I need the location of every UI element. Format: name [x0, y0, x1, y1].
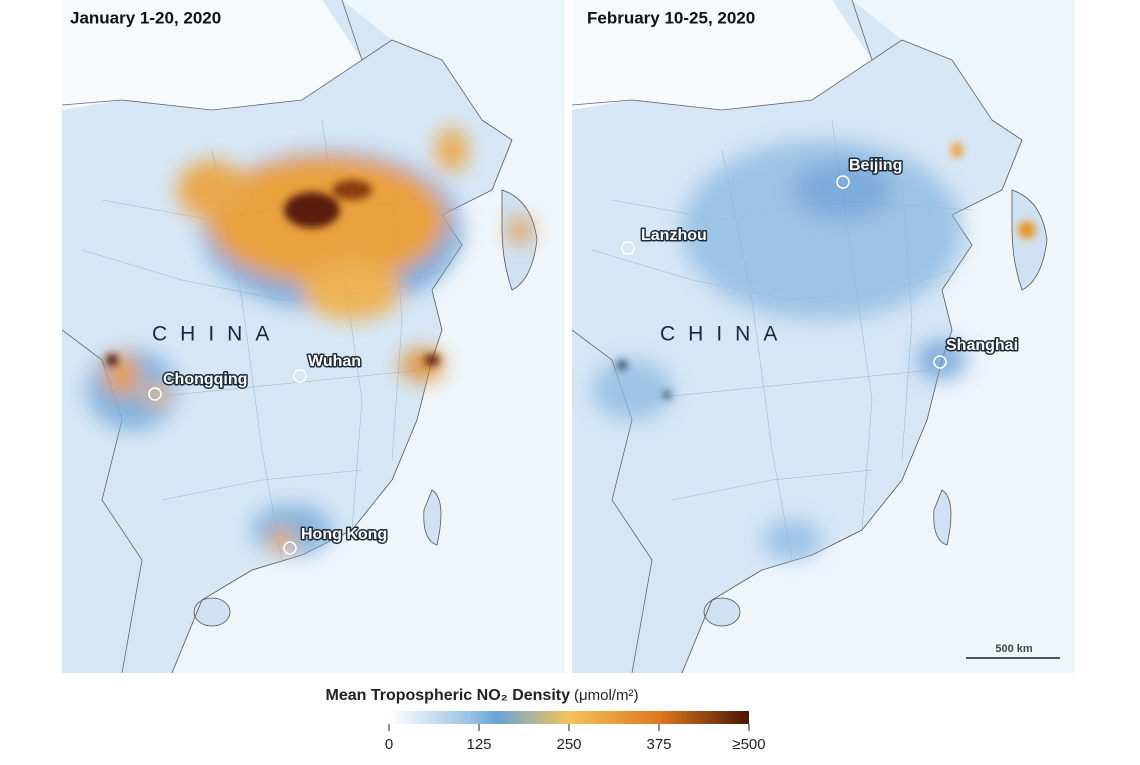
- colorbar-tick-label: 0: [385, 736, 393, 753]
- city-label: Chongqing: [163, 371, 247, 388]
- colorbar-tick-label: 375: [646, 736, 671, 753]
- city-label: Beijing: [849, 157, 902, 174]
- panel-title: January 1-20, 2020: [70, 8, 221, 27]
- city-marker: [836, 175, 850, 189]
- panel-title: February 10-25, 2020: [587, 8, 755, 27]
- colorbar-tick-label: ≥500: [732, 736, 765, 753]
- colorbar: [389, 711, 749, 724]
- map-panel: [572, 0, 1075, 673]
- city-label: Lanzhou: [641, 227, 707, 244]
- city-marker: [283, 541, 297, 555]
- city-marker: [621, 241, 635, 255]
- city-marker: [148, 387, 162, 401]
- city-marker: [293, 369, 307, 383]
- colorbar-tick-label: 250: [556, 736, 581, 753]
- country-label: CHINA: [152, 323, 282, 346]
- city-marker: [933, 355, 947, 369]
- city-label: Hong Kong: [301, 526, 387, 543]
- scale-bar-label: 500 km: [995, 643, 1033, 655]
- legend-title: Mean Tropospheric NO₂ Density: [326, 687, 571, 704]
- city-markers: [148, 175, 947, 555]
- colorbar-tick-label: 125: [466, 736, 491, 753]
- colorbar-ticks: 0 125 250 375 ≥500: [385, 724, 766, 753]
- map-panel: [62, 0, 565, 673]
- city-label: Shanghai: [946, 337, 1018, 354]
- city-label: Wuhan: [308, 353, 361, 370]
- legend-units: (μmol/m²): [574, 687, 638, 704]
- country-label: CHINA: [660, 323, 790, 346]
